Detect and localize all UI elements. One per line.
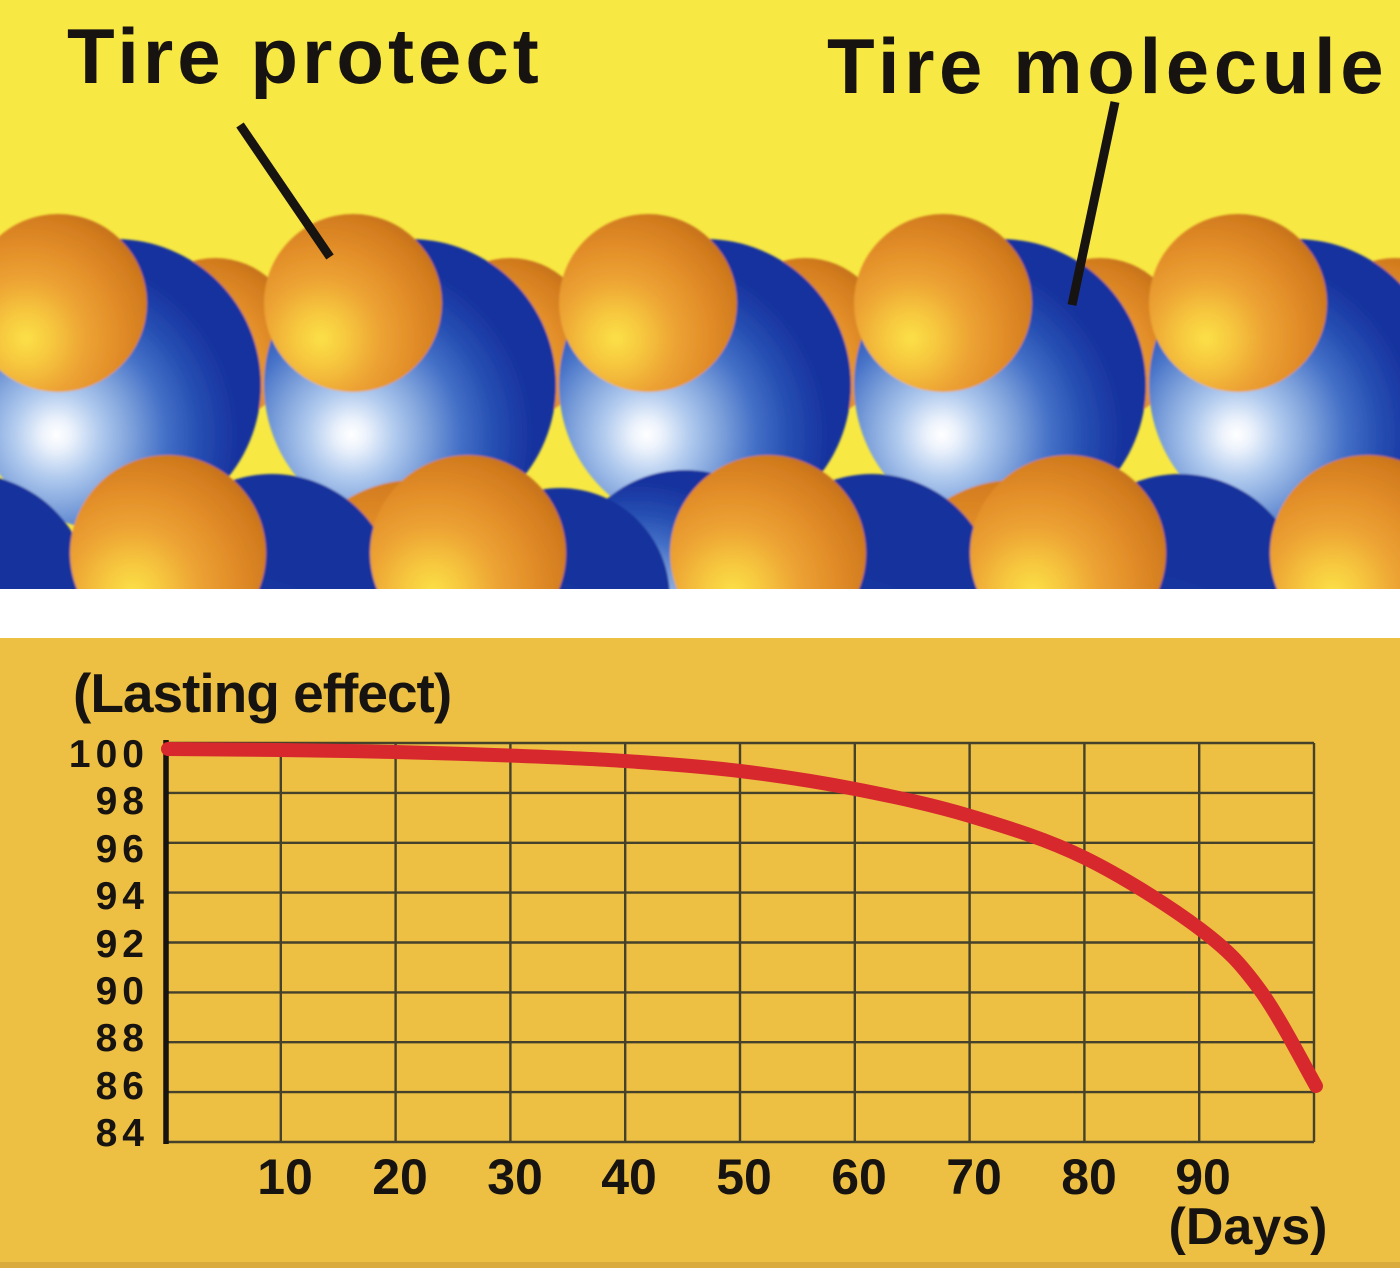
svg-text:60: 60 <box>831 1149 887 1205</box>
svg-text:10: 10 <box>257 1149 313 1205</box>
svg-text:86: 86 <box>96 1065 149 1108</box>
svg-text:90: 90 <box>1175 1149 1231 1205</box>
svg-text:(Days): (Days) <box>1169 1198 1328 1256</box>
svg-text:20: 20 <box>372 1149 428 1205</box>
svg-text:94: 94 <box>96 875 149 918</box>
svg-text:96: 96 <box>96 828 149 871</box>
svg-text:98: 98 <box>96 780 149 823</box>
svg-text:90: 90 <box>96 970 149 1013</box>
svg-text:Tire molecule: Tire molecule <box>827 22 1388 110</box>
svg-text:(Lasting effect): (Lasting effect) <box>73 662 451 724</box>
svg-text:70: 70 <box>946 1149 1002 1205</box>
svg-text:50: 50 <box>716 1149 772 1205</box>
svg-text:88: 88 <box>96 1017 149 1060</box>
svg-text:84: 84 <box>96 1112 149 1155</box>
svg-text:80: 80 <box>1061 1149 1117 1205</box>
svg-text:92: 92 <box>96 923 149 966</box>
svg-text:100: 100 <box>69 733 149 776</box>
svg-text:30: 30 <box>487 1149 543 1205</box>
svg-text:40: 40 <box>601 1149 657 1205</box>
svg-text:Tire protect: Tire protect <box>67 12 543 100</box>
